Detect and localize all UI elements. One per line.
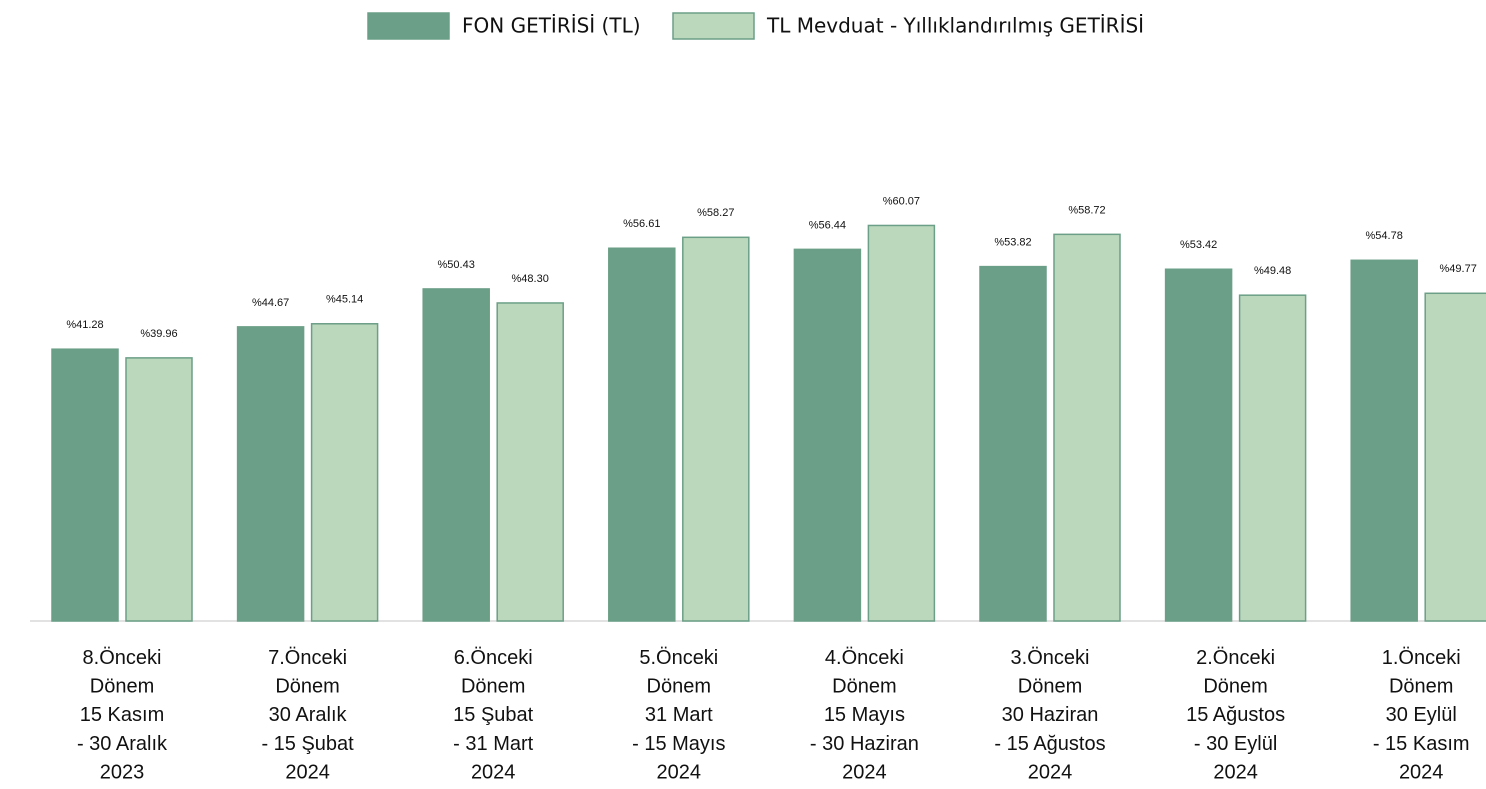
x-tick-label-line: - 31 Mart — [453, 733, 533, 755]
x-tick-label-line: 31 Mart — [645, 704, 713, 726]
bar — [867, 224, 936, 622]
x-tick-label-line: - 30 Haziran — [810, 733, 919, 755]
x-tick-label: 8.Önceki Dönem 15 Kasım - 30 Aralık 2023 — [77, 647, 168, 783]
bar — [125, 357, 193, 622]
x-tick-label-line: 15 Kasım — [80, 704, 164, 726]
x-tick-label-line: Dönem — [832, 676, 896, 698]
bar — [51, 348, 119, 622]
legend-swatch — [367, 12, 450, 40]
x-tick-label-line: Dönem — [275, 676, 339, 698]
legend-label: FON GETİRİSİ (TL) — [462, 14, 641, 38]
value-label: %50.43 — [438, 259, 475, 271]
value-label: %58.27 — [697, 207, 734, 219]
x-tick-label-line: 30 Haziran — [1002, 704, 1099, 726]
value-label: %49.77 — [1440, 263, 1477, 275]
x-tick-label-line: 15 Şubat — [453, 704, 534, 726]
bar — [422, 288, 490, 622]
bar — [496, 302, 564, 622]
value-label: %39.96 — [140, 328, 177, 340]
x-tick-label-line: 2024 — [285, 762, 330, 784]
x-tick-label-line: 15 Mayıs — [824, 704, 905, 726]
x-tick-label: 6.Önceki Dönem 15 Şubat - 31 Mart 2024 — [453, 647, 534, 783]
value-label: %56.61 — [623, 218, 660, 230]
x-tick-label: 1.Önceki Dönem 30 Eylül - 15 Kasım 2024 — [1373, 647, 1470, 783]
x-tick-label-line: 8.Önceki — [83, 647, 162, 669]
x-tick-label: 3.Önceki Dönem 30 Haziran - 15 Ağustos 2024 — [994, 647, 1105, 783]
x-tick-label-line: 3.Önceki — [1011, 647, 1090, 669]
value-label: %44.67 — [252, 297, 289, 309]
value-label: %49.48 — [1254, 265, 1291, 277]
x-tick-label-line: - 15 Kasım — [1373, 733, 1470, 755]
value-label: %48.30 — [512, 273, 549, 285]
x-tick-label-line: Dönem — [647, 676, 711, 698]
value-label: %56.44 — [809, 219, 846, 231]
x-tick-label-line: Dönem — [1389, 676, 1453, 698]
x-tick-label: 4.Önceki Dönem 15 Mayıs - 30 Haziran 2024 — [810, 647, 919, 783]
x-tick-label-line: 6.Önceki — [454, 647, 533, 669]
x-tick-label-line: 2.Önceki — [1196, 647, 1275, 669]
x-tick-label-line: 15 Ağustos — [1186, 704, 1285, 726]
x-tick-label-line: - 15 Mayıs — [632, 733, 725, 755]
x-tick-label-line: Dönem — [461, 676, 525, 698]
x-tick-label-line: 2024 — [1213, 762, 1258, 784]
x-tick-label-line: - 30 Eylül — [1194, 733, 1277, 755]
x-tick-label: 7.Önceki Dönem 30 Aralık - 15 Şubat 2024 — [261, 647, 354, 783]
x-tick-label-line: 30 Eylül — [1386, 704, 1457, 726]
x-tick-label-line: 7.Önceki — [268, 647, 347, 669]
x-tick-label-line: 2024 — [1399, 762, 1444, 784]
bar — [310, 323, 379, 622]
bar — [682, 236, 750, 622]
x-tick-label-line: - 15 Şubat — [261, 733, 354, 755]
x-tick-label-line: 4.Önceki — [825, 647, 904, 669]
x-tick-label-line: 2023 — [100, 762, 145, 784]
x-tick-label-line: 1.Önceki — [1382, 647, 1461, 669]
bar — [1424, 292, 1486, 622]
value-label: %45.14 — [326, 294, 363, 306]
legend-label: TL Mevduat - Yıllıklandırılmış GETİRİSİ — [766, 14, 1144, 38]
x-tick-label: 5.Önceki Dönem 31 Mart - 15 Mayıs 2024 — [632, 647, 725, 783]
bar — [979, 265, 1047, 622]
x-tick-label-line: 5.Önceki — [639, 647, 718, 669]
value-label: %54.78 — [1366, 230, 1403, 242]
x-tick-label-line: Dönem — [1018, 676, 1082, 698]
x-tick-label-line: 30 Aralık — [269, 704, 348, 726]
value-label: %58.72 — [1068, 204, 1105, 216]
x-tick-label-line: 2024 — [1028, 762, 1073, 784]
x-tick-label-line: - 30 Aralık — [77, 733, 168, 755]
x-tick-label-line: Dönem — [90, 676, 154, 698]
x-tick-label-line: 2024 — [657, 762, 702, 784]
value-label: %53.82 — [994, 237, 1031, 249]
x-tick-label-line: 2024 — [471, 762, 516, 784]
value-label: %60.07 — [883, 195, 920, 207]
x-tick-label-line: - 15 Ağustos — [994, 733, 1105, 755]
bar — [1350, 259, 1418, 622]
value-label: %53.42 — [1180, 239, 1217, 251]
bar — [1053, 233, 1121, 622]
bar — [1238, 294, 1307, 622]
bar — [236, 326, 305, 622]
x-tick-label-line: 2024 — [842, 762, 887, 784]
value-label: %41.28 — [66, 319, 103, 331]
x-tick-label: 2.Önceki Dönem 15 Ağustos - 30 Eylül 2024 — [1186, 647, 1285, 783]
bar — [793, 248, 862, 622]
x-tick-label-line: Dönem — [1203, 676, 1267, 698]
legend-swatch — [672, 12, 755, 40]
bar — [1164, 268, 1233, 622]
bar — [608, 247, 676, 622]
